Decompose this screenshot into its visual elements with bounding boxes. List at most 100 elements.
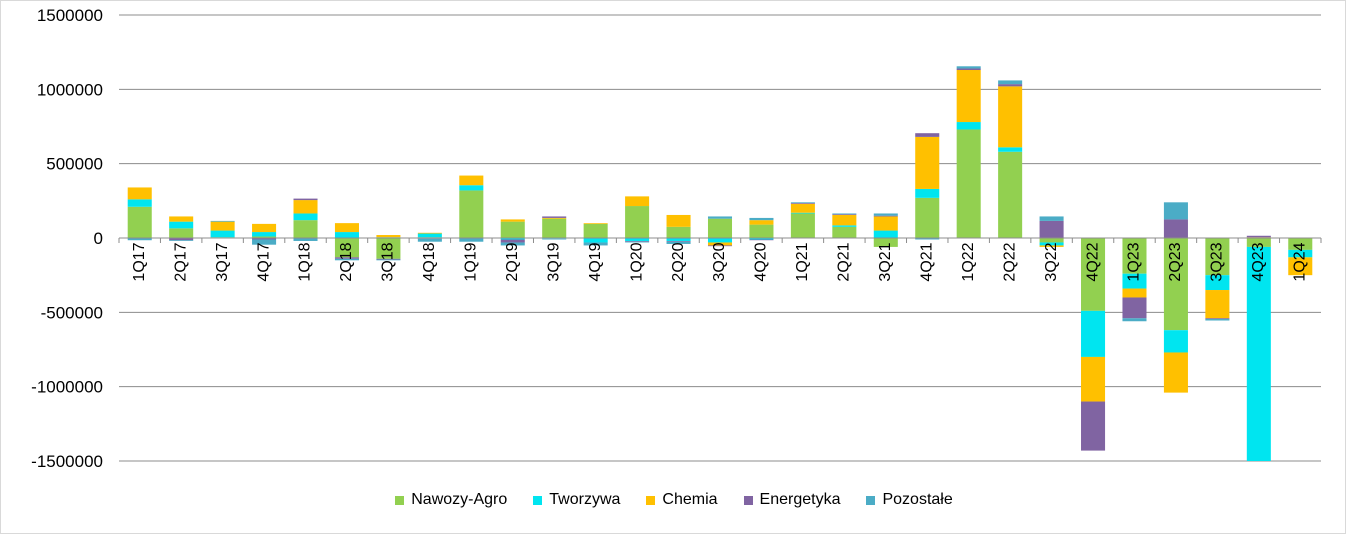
bar-1Q24-Nawozy-Agro xyxy=(1288,238,1313,250)
y-tick-label: 1500000 xyxy=(37,6,103,25)
bar-3Q21-Energetyka xyxy=(873,215,898,217)
bar-1Q23-Tworzywa xyxy=(1122,273,1147,289)
bar-2Q17-Energetyka xyxy=(169,238,194,241)
bar-2Q22-Chemia xyxy=(998,86,1023,148)
legend-item: Energetyka xyxy=(743,491,840,509)
bar-4Q19-Nawozy-Agro xyxy=(583,223,608,238)
bar-4Q22-Tworzywa xyxy=(1081,310,1106,357)
bar-3Q17-Pozostałe xyxy=(210,220,235,222)
bar-3Q18-Energetyka xyxy=(376,258,401,260)
y-tick-label: -500000 xyxy=(41,303,103,322)
y-tick-label: 1000000 xyxy=(37,80,103,99)
bar-1Q20-Nawozy-Agro xyxy=(625,206,650,238)
bar-1Q18-Nawozy-Agro xyxy=(293,220,318,238)
bar-3Q23-Pozostałe xyxy=(1205,319,1230,321)
bar-1Q23-Pozostałe xyxy=(1122,318,1147,322)
bar-2Q19-Energetyka xyxy=(500,239,525,243)
bar-4Q21-Tworzywa xyxy=(915,188,940,198)
x-tick-label: 3Q20 xyxy=(711,242,728,281)
legend-swatch xyxy=(395,495,405,505)
gridlines xyxy=(119,14,1321,462)
bar-1Q22-Nawozy-Agro xyxy=(956,129,981,238)
bar-3Q22-Nawozy-Agro xyxy=(1039,238,1064,243)
bar-2Q17-Chemia xyxy=(169,216,194,222)
bar-1Q17-Tworzywa xyxy=(127,199,152,207)
bars xyxy=(127,66,1313,461)
bar-2Q22-Tworzywa xyxy=(998,147,1023,152)
legend-swatch xyxy=(866,495,876,505)
bar-2Q21-Pozostałe xyxy=(832,213,857,215)
bar-2Q18-Tworzywa xyxy=(334,232,359,238)
bar-2Q19-Chemia xyxy=(500,219,525,222)
bar-3Q22-Tworzywa xyxy=(1039,242,1064,246)
x-tick-label: 1Q19 xyxy=(463,242,480,281)
stacked-bar-chart: 1500000 1000000 500000 0 -500000 -1000000 -150… xyxy=(31,6,1322,471)
bar-4Q23-Tworzywa xyxy=(1246,246,1271,461)
bar-3Q21-Tworzywa xyxy=(873,230,898,238)
bar-2Q18-Pozostałe xyxy=(334,258,359,261)
bar-2Q17-Pozostałe xyxy=(169,240,194,241)
legend-label: Tworzywa xyxy=(549,491,621,508)
bar-1Q20-Pozostałe xyxy=(625,241,650,243)
bar-3Q17-Tworzywa xyxy=(210,230,235,238)
y-tick-label: -1000000 xyxy=(31,378,103,397)
legend-swatch xyxy=(646,495,656,505)
bar-4Q20-Energetyka xyxy=(749,239,774,241)
legend-item: Nawozy-Agro xyxy=(395,491,507,509)
bar-3Q20-Tworzywa xyxy=(707,238,733,243)
bar-1Q17-Pozostałe xyxy=(127,238,152,241)
bar-1Q21-Pozostałe xyxy=(790,202,815,204)
x-tick-label: 3Q17 xyxy=(214,242,231,281)
bar-2Q20-Chemia xyxy=(666,214,691,227)
x-tick-label: 1Q23 xyxy=(1126,242,1143,281)
bar-4Q19-Chemia xyxy=(583,223,608,224)
bar-1Q22-Tworzywa xyxy=(956,122,981,130)
bar-1Q23-Nawozy-Agro xyxy=(1122,238,1147,274)
bar-4Q20-Nawozy-Agro xyxy=(749,224,774,238)
legend-label: Pozostałe xyxy=(882,491,953,508)
bar-4Q18-Tworzywa xyxy=(417,233,442,238)
bar-4Q21-Nawozy-Agro xyxy=(915,197,940,238)
y-tick-label: 500000 xyxy=(46,155,103,174)
legend-item: Tworzywa xyxy=(533,491,620,509)
bar-3Q20-Nawozy-Agro xyxy=(707,218,733,238)
x-tick-label: 1Q20 xyxy=(628,242,645,281)
bar-3Q23-Energetyka xyxy=(1205,318,1230,320)
x-tick-label: 3Q23 xyxy=(1209,242,1226,281)
bar-4Q21-Energetyka xyxy=(915,133,940,137)
x-tick-label: 4Q21 xyxy=(918,242,935,281)
x-tick-label: 4Q17 xyxy=(255,242,272,281)
bar-1Q17-Nawozy-Agro xyxy=(127,206,152,238)
bar-3Q23-Chemia xyxy=(1205,290,1230,319)
bar-2Q23-Energetyka xyxy=(1163,219,1188,238)
y-tick-label: -1500000 xyxy=(31,452,103,471)
x-tick-label: 3Q21 xyxy=(877,242,894,281)
x-tick-label: 4Q23 xyxy=(1250,242,1267,281)
x-tick-label: 2Q22 xyxy=(1001,242,1018,281)
bar-3Q20-Energetyka xyxy=(707,245,733,247)
bar-2Q21-Nawozy-Agro xyxy=(832,226,857,238)
bar-1Q19-Pozostałe xyxy=(459,238,484,242)
x-tick-label: 1Q22 xyxy=(960,242,977,281)
x-tick-label: 2Q23 xyxy=(1167,242,1184,281)
bar-1Q24-Chemia xyxy=(1288,257,1313,276)
x-tick-label: 4Q19 xyxy=(587,242,604,281)
bar-4Q22-Energetyka xyxy=(1081,401,1106,451)
y-tick-label: 0 xyxy=(94,229,103,248)
bar-2Q19-Nawozy-Agro xyxy=(500,221,525,238)
x-axis-ticks: 1Q17 2Q17 3Q17 4Q17 1Q18 2Q18 3Q18 4Q18 1Q19 2Q19… xyxy=(131,242,1309,281)
bar-3Q22-Energetyka xyxy=(1039,220,1064,238)
bar-2Q18-Nawozy-Agro xyxy=(334,238,359,258)
bar-2Q22-Pozostałe xyxy=(998,80,1023,85)
bar-2Q18-Chemia xyxy=(334,223,359,233)
bar-1Q18-Energetyka xyxy=(293,198,318,201)
bar-4Q23-Nawozy-Agro xyxy=(1246,238,1271,247)
x-tick-label: 2Q19 xyxy=(504,242,521,281)
bar-2Q20-Tworzywa xyxy=(666,238,691,241)
bar-3Q23-Tworzywa xyxy=(1205,275,1230,291)
bar-4Q23-Energetyka xyxy=(1246,235,1271,238)
zero-axis xyxy=(118,237,1322,243)
bar-3Q18-Pozostałe xyxy=(376,259,401,261)
legend-swatch xyxy=(533,495,543,505)
bar-4Q20-Chemia xyxy=(749,220,774,225)
